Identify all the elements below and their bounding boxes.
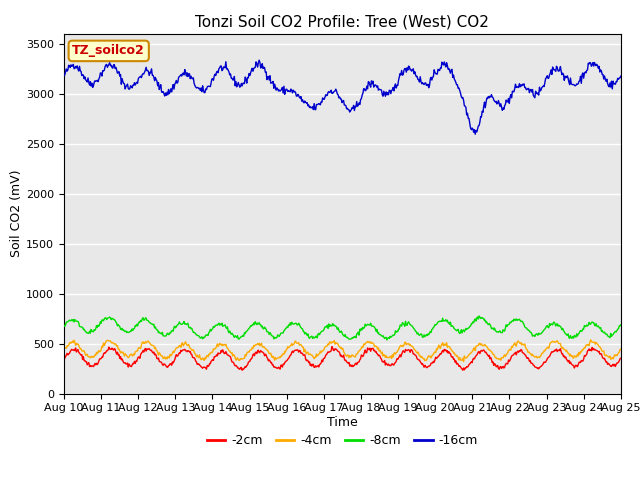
- Legend: -2cm, -4cm, -8cm, -16cm: -2cm, -4cm, -8cm, -16cm: [202, 429, 483, 452]
- Y-axis label: Soil CO2 (mV): Soil CO2 (mV): [10, 170, 24, 257]
- Text: TZ_soilco2: TZ_soilco2: [72, 44, 145, 58]
- X-axis label: Time: Time: [327, 416, 358, 429]
- Title: Tonzi Soil CO2 Profile: Tree (West) CO2: Tonzi Soil CO2 Profile: Tree (West) CO2: [195, 15, 490, 30]
